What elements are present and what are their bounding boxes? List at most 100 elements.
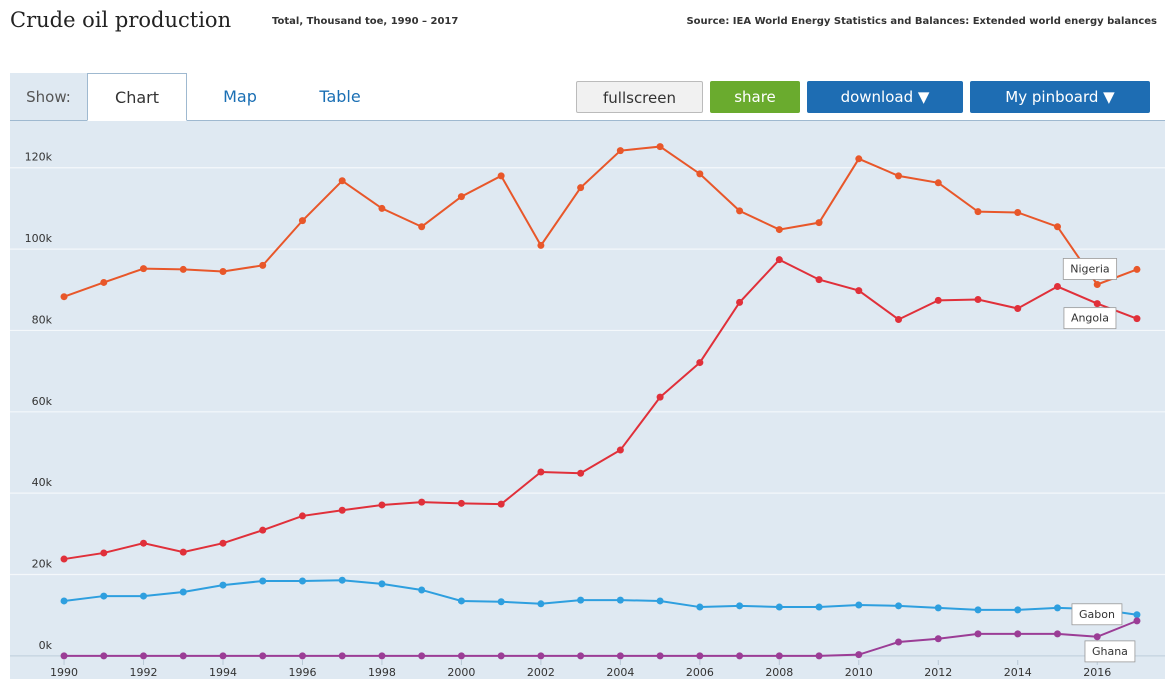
data-point xyxy=(736,652,744,660)
data-point xyxy=(418,652,426,660)
series-name: Gabon xyxy=(1079,608,1115,621)
chart: 0k 20k 40k 60k 80k 100k 120k 1990 1992 1994 1996 19… xyxy=(10,121,1165,679)
data-point xyxy=(259,652,267,660)
x-tick-label: 2016 xyxy=(1083,666,1111,679)
data-point xyxy=(1053,604,1061,612)
data-point xyxy=(974,630,982,638)
data-point xyxy=(457,652,465,660)
fullscreen-button[interactable]: fullscreen xyxy=(576,81,703,113)
data-point xyxy=(140,265,148,273)
series-name: Nigeria xyxy=(1070,262,1109,275)
x-tick-label: 2000 xyxy=(447,666,475,679)
data-point xyxy=(338,177,346,185)
data-point xyxy=(298,512,306,520)
series-line xyxy=(63,145,1138,298)
data-point xyxy=(1093,633,1101,641)
x-tick-label: 1992 xyxy=(130,666,158,679)
data-point xyxy=(736,207,744,215)
data-point xyxy=(855,651,863,659)
data-point xyxy=(140,652,148,660)
y-tick-label: 20k xyxy=(32,558,53,571)
data-point xyxy=(696,170,704,178)
series-label: Gabon xyxy=(1071,603,1123,626)
data-point xyxy=(298,652,306,660)
download-button[interactable]: download ▼ xyxy=(807,81,963,113)
data-point xyxy=(1053,223,1061,231)
series-label: Nigeria xyxy=(1062,258,1118,280)
series-name: Ghana xyxy=(1092,645,1128,658)
data-point xyxy=(656,393,664,401)
data-point xyxy=(259,577,267,585)
tab[interactable]: Map xyxy=(223,87,257,106)
data-point xyxy=(616,147,624,155)
label-box xyxy=(1062,258,1118,280)
data-point xyxy=(656,652,664,660)
x-tick-label: 2004 xyxy=(606,666,634,679)
share-button[interactable]: share xyxy=(710,81,800,113)
data-point xyxy=(457,597,465,605)
y-tick-label: 40k xyxy=(32,476,53,489)
x-tick-label: 2014 xyxy=(1004,666,1032,679)
data-point xyxy=(378,580,386,588)
data-point xyxy=(378,501,386,509)
source: Source: IEA World Energy Statistics and … xyxy=(686,16,1157,27)
data-point xyxy=(855,601,863,609)
data-point xyxy=(100,652,108,660)
tab[interactable]: Chart xyxy=(87,73,187,121)
data-point xyxy=(497,500,505,508)
data-point xyxy=(1133,265,1141,273)
data-point xyxy=(1133,617,1141,625)
series-line xyxy=(64,619,1138,657)
data-point xyxy=(1053,283,1061,291)
y-tick-label: 0k xyxy=(39,639,53,652)
data-point xyxy=(974,208,982,216)
data-point xyxy=(616,652,624,660)
data-point xyxy=(577,469,585,477)
data-point xyxy=(616,596,624,604)
data-point xyxy=(497,172,505,180)
data-point xyxy=(60,555,68,563)
plot-background xyxy=(10,121,1165,679)
data-point xyxy=(418,223,426,231)
data-point xyxy=(934,635,942,643)
data-point xyxy=(378,204,386,212)
data-point xyxy=(179,588,187,596)
data-point xyxy=(934,179,942,187)
pinboard-button[interactable]: My pinboard ▼ xyxy=(970,81,1150,113)
subtitle: Total, Thousand toe, 1990 – 2017 xyxy=(272,16,459,27)
tab-bar: Show: Chart Map Table fullscreen share d… xyxy=(10,73,1165,121)
data-point xyxy=(1093,300,1101,308)
data-point xyxy=(60,652,68,660)
data-point xyxy=(895,602,903,610)
data-point xyxy=(895,638,903,646)
x-tick-label: 2010 xyxy=(845,666,873,679)
data-point xyxy=(179,265,187,273)
data-point xyxy=(418,498,426,506)
data-point xyxy=(1014,208,1022,216)
data-point xyxy=(616,446,624,454)
x-tick-label: 2002 xyxy=(527,666,555,679)
data-point xyxy=(1014,630,1022,638)
data-point xyxy=(1014,606,1022,614)
series-label: Angola xyxy=(1063,307,1117,330)
data-point xyxy=(60,293,68,301)
data-point xyxy=(815,219,823,227)
data-point xyxy=(855,287,863,295)
data-point xyxy=(537,468,545,476)
x-tick-label: 1994 xyxy=(209,666,237,679)
data-point xyxy=(696,603,704,611)
data-point xyxy=(537,652,545,660)
data-point xyxy=(298,217,306,225)
data-point xyxy=(219,267,227,275)
data-point xyxy=(179,652,187,660)
data-point xyxy=(775,256,783,264)
title: Crude oil production xyxy=(10,8,232,32)
data-point xyxy=(577,652,585,660)
data-point xyxy=(775,652,783,660)
data-point xyxy=(1133,611,1141,619)
data-point xyxy=(100,592,108,600)
data-point xyxy=(1093,280,1101,288)
data-point xyxy=(140,592,148,600)
tab[interactable]: Table xyxy=(319,87,361,106)
